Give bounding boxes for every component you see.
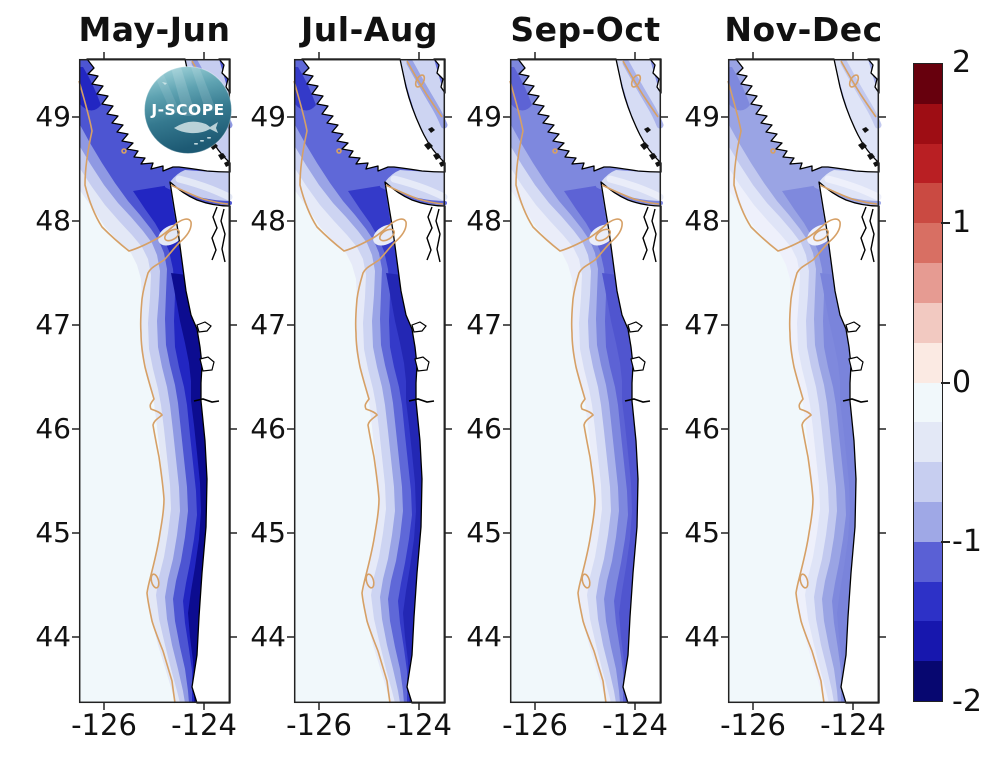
lat-tick-label: 44 xyxy=(250,620,286,653)
panel-title-sep-oct: Sep-Oct xyxy=(510,10,661,49)
map-panel-jul-aug xyxy=(286,51,453,711)
map-panel-nov-dec xyxy=(720,51,887,711)
lon-tick-label: -126 xyxy=(71,708,137,742)
lat-tick-label: 47 xyxy=(684,308,720,341)
map xyxy=(286,51,453,711)
logo-circle xyxy=(144,66,232,154)
colorbar-segment xyxy=(914,462,942,502)
colorbar-segment xyxy=(914,64,942,104)
map-panel-sep-oct xyxy=(502,51,669,711)
lat-tick-label: 49 xyxy=(250,100,286,133)
lat-tick-label: 48 xyxy=(35,204,71,237)
panel-title-jul-aug: Jul-Aug xyxy=(301,10,438,49)
jscope-logo-text: J-SCOPE xyxy=(150,101,224,119)
lat-tick-label: 45 xyxy=(466,516,502,549)
panel-title-may-jun: May-Jun xyxy=(78,10,231,49)
lat-tick-label: 48 xyxy=(466,204,502,237)
lon-tick-label: -124 xyxy=(386,708,452,742)
colorbar-segment xyxy=(914,342,942,383)
colorbar-segment xyxy=(914,183,942,224)
lat-tick-label: 47 xyxy=(250,308,286,341)
lat-tick-label: 46 xyxy=(466,412,502,445)
colorbar-tick xyxy=(941,221,950,224)
lat-tick-label: 45 xyxy=(250,516,286,549)
colorbar-tick xyxy=(941,381,950,384)
lat-tick-label: 49 xyxy=(466,100,502,133)
lat-tick-label: 48 xyxy=(250,204,286,237)
lon-tick-label: -126 xyxy=(502,708,568,742)
lat-tick-label: 46 xyxy=(684,412,720,445)
fish-school-icon xyxy=(194,137,211,145)
lat-tick-label: 49 xyxy=(35,100,71,133)
colorbar-tick-label: -2 xyxy=(952,684,982,719)
lat-tick-label: 44 xyxy=(35,620,71,653)
colorbar-tick-label: -1 xyxy=(952,524,982,560)
map xyxy=(720,51,887,711)
lat-tick-label: 44 xyxy=(466,620,502,653)
colorbar-segment xyxy=(914,223,942,264)
colorbar-tick-label: 2 xyxy=(952,45,972,80)
logo-rim xyxy=(144,66,232,154)
colorbar-segment xyxy=(914,621,942,662)
colorbar-segment xyxy=(914,581,942,622)
colorbar-segment xyxy=(914,382,942,423)
lat-tick-label: 47 xyxy=(466,308,502,341)
lat-tick-label: 48 xyxy=(684,204,720,237)
lon-tick-label: -126 xyxy=(720,708,786,742)
colorbar-segment xyxy=(914,103,942,144)
panel-title-nov-dec: Nov-Dec xyxy=(724,10,883,49)
lat-tick-label: 45 xyxy=(684,516,720,549)
lon-tick-label: -124 xyxy=(171,708,237,742)
jscope-logo: J-SCOPE xyxy=(144,66,232,154)
colorbar-tick-label: 1 xyxy=(952,204,972,240)
colorbar-tick-label: 0 xyxy=(952,364,972,400)
lat-tick-label: 47 xyxy=(35,308,71,341)
lat-tick-label: 46 xyxy=(250,412,286,445)
lat-tick-label: 44 xyxy=(684,620,720,653)
lon-tick-label: -124 xyxy=(820,708,886,742)
map xyxy=(502,51,669,711)
colorbar-segment xyxy=(914,661,942,701)
colorbar-tick xyxy=(941,541,950,544)
lat-tick-label: 45 xyxy=(35,516,71,549)
colorbar xyxy=(913,63,943,702)
lat-tick-label: 46 xyxy=(35,412,71,445)
fish-icon xyxy=(174,121,218,134)
colorbar-segment xyxy=(914,302,942,343)
colorbar-segment xyxy=(914,263,942,303)
logo-light-beams xyxy=(152,66,218,145)
colorbar-segment xyxy=(914,541,942,582)
colorbar-segment xyxy=(914,422,942,463)
colorbar-segment xyxy=(914,501,942,542)
lon-tick-label: -124 xyxy=(602,708,668,742)
lat-tick-label: 49 xyxy=(684,100,720,133)
colorbar-segment xyxy=(914,143,942,184)
small-fish-icon xyxy=(162,82,167,85)
lon-tick-label: -126 xyxy=(286,708,352,742)
